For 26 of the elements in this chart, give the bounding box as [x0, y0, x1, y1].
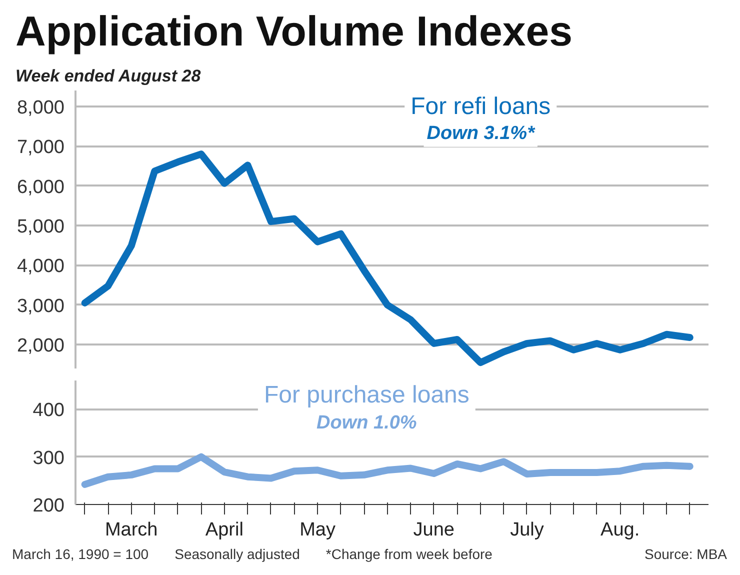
x-tick-label: Aug.	[600, 520, 640, 540]
y-tick-label: 5,000	[16, 216, 64, 238]
y-tick-label: 8,000	[16, 97, 64, 118]
y-tick-label: 200	[32, 496, 64, 516]
annotation: Down 1.0%	[316, 412, 417, 434]
y-tick-label: 3,000	[16, 296, 64, 317]
text: For refi loans	[410, 92, 551, 120]
y-tick-label: 7,000	[16, 137, 64, 158]
text: Seasonally adjusted	[174, 546, 300, 562]
chart-title: Application Volume Indexes	[16, 8, 572, 54]
text: For purchase loans	[264, 382, 470, 409]
x-tick-label: March	[104, 520, 158, 540]
text: *Change from week before	[326, 546, 492, 562]
y-tick-label: 2,000	[16, 336, 64, 357]
x-tick-label: April	[205, 520, 244, 540]
y-tick-label: 400	[32, 400, 64, 422]
text: March 16, 1990 = 100	[12, 546, 149, 562]
x-tick-label: May	[300, 520, 336, 540]
chart-subtitle: Week ended August 28	[16, 66, 202, 86]
y-tick-label: 4,000	[16, 256, 64, 278]
x-tick-label: June	[413, 520, 454, 540]
x-tick-label: July	[510, 520, 544, 540]
source-note: Source: MBA	[644, 545, 727, 564]
y-tick-label: 6,000	[16, 176, 64, 198]
annotation: Down 3.1%*	[426, 122, 536, 144]
y-tick-label: 300	[32, 448, 64, 469]
